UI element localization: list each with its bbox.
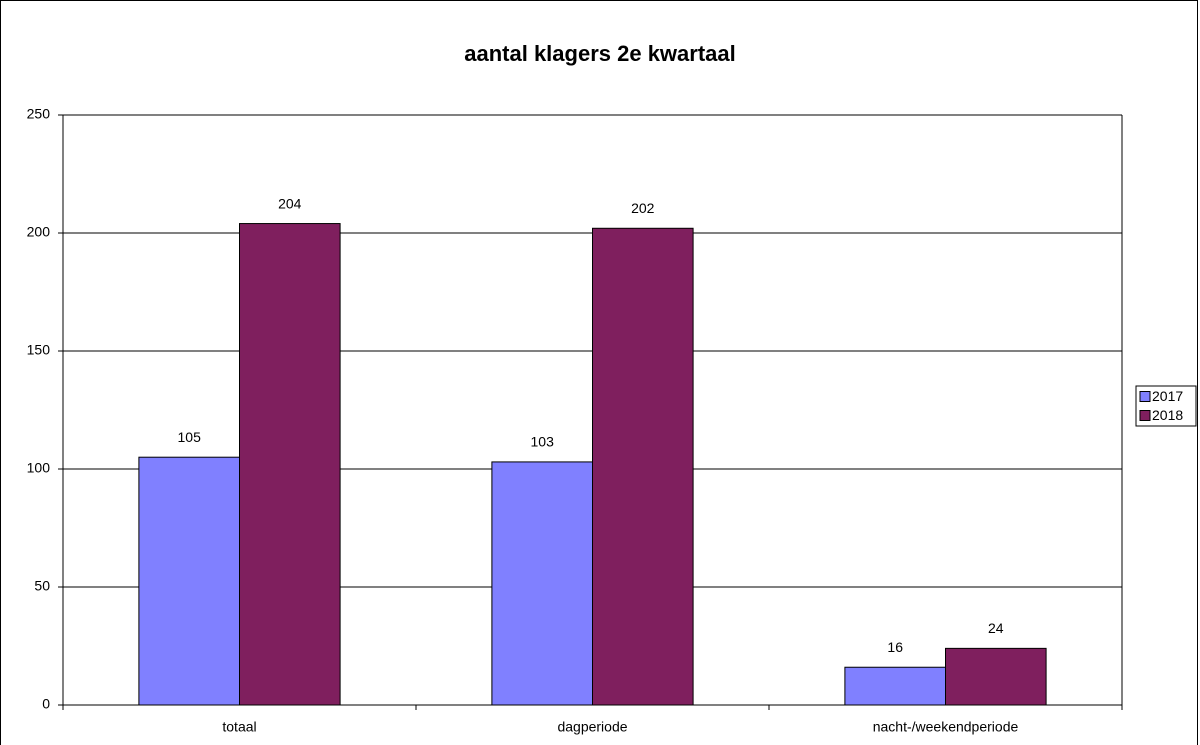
y-tick-label: 250: [27, 106, 51, 122]
bar: [239, 223, 341, 706]
legend-swatch: [1139, 391, 1151, 402]
x-tick-label: totaal: [222, 719, 256, 735]
x-tick-label: nacht-/weekendperiode: [873, 719, 1019, 735]
legend-label: 2018: [1152, 407, 1183, 423]
bar: [844, 666, 947, 706]
bar: [491, 461, 593, 706]
data-label: 105: [178, 429, 202, 445]
data-label: 24: [988, 620, 1004, 636]
bar: [945, 647, 1047, 706]
bar: [138, 456, 241, 706]
data-label: 202: [631, 200, 655, 216]
data-label: 103: [531, 434, 555, 450]
x-tick-label: dagperiode: [557, 719, 627, 735]
y-tick-label: 100: [27, 460, 51, 476]
legend-swatch: [1139, 410, 1151, 421]
bar: [592, 227, 694, 706]
data-label: 16: [887, 639, 903, 655]
y-tick-label: 0: [42, 696, 50, 712]
y-tick-label: 50: [34, 578, 50, 594]
data-label: 204: [278, 195, 302, 211]
y-tick-label: 150: [27, 342, 51, 358]
chart-title: aantal klagers 2e kwartaal: [464, 41, 736, 66]
y-tick-label: 200: [27, 224, 51, 240]
legend-label: 2017: [1152, 388, 1183, 404]
